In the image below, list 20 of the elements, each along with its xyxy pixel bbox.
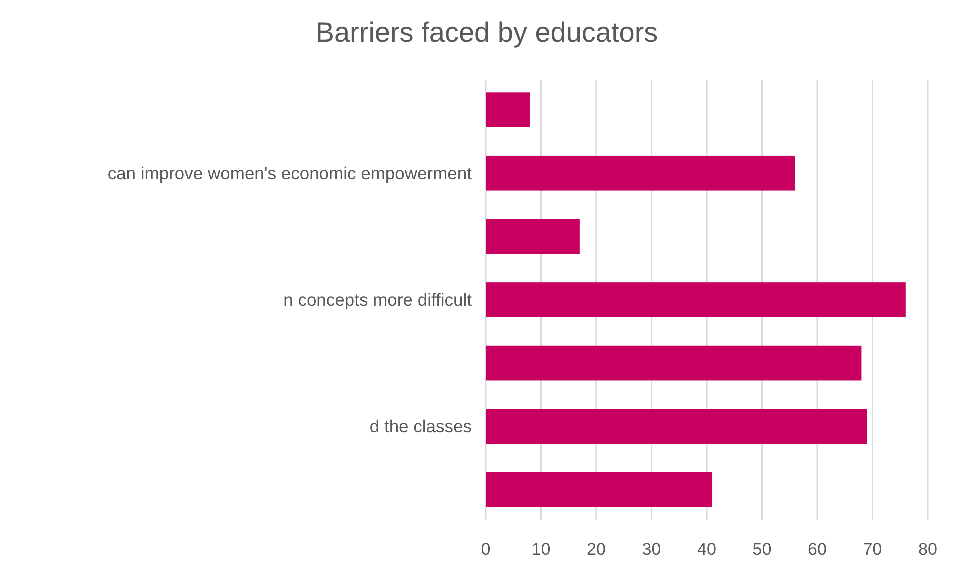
- x-tick-label: 0: [481, 540, 491, 559]
- x-tick-label: 20: [587, 540, 606, 559]
- bar: [486, 92, 530, 128]
- bar: [486, 346, 862, 381]
- bar: [486, 472, 713, 508]
- x-tick-label: 10: [532, 540, 551, 559]
- bar: [486, 282, 906, 318]
- chart-title: Barriers faced by educators: [316, 17, 658, 48]
- x-tick-label: 30: [642, 540, 662, 559]
- y-tick-label: d the classes: [370, 416, 472, 437]
- x-tick-label: 60: [808, 540, 827, 559]
- bar: [486, 219, 580, 254]
- x-tick-label: 40: [698, 540, 716, 559]
- x-tick-label: 70: [863, 540, 882, 559]
- y-tick-label: n concepts more difficult: [284, 290, 472, 310]
- x-tick-label: 50: [752, 540, 772, 559]
- x-tick-label: 80: [918, 540, 938, 559]
- bar: [486, 156, 796, 191]
- bar: [486, 409, 868, 444]
- y-tick-label: can improve women's economic empowerment: [108, 164, 472, 184]
